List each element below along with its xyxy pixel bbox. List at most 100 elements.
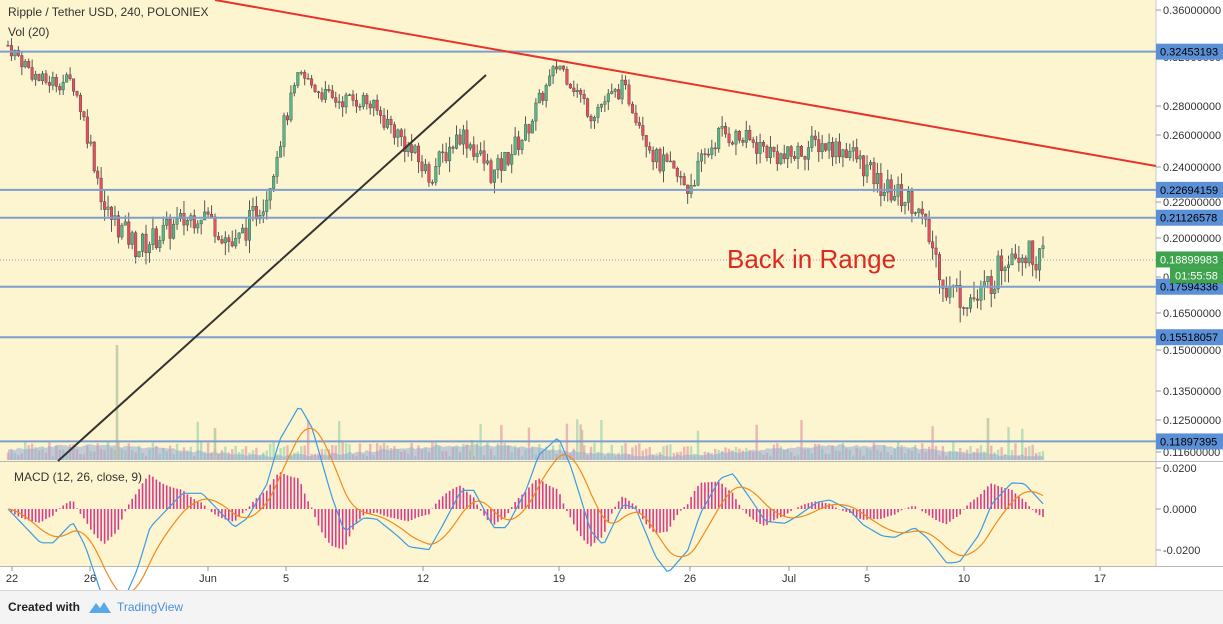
candle-body	[72, 79, 75, 91]
candle-body	[845, 150, 848, 158]
macd-histogram-bar	[231, 509, 233, 521]
macd-histogram-bar	[880, 509, 882, 519]
candle-body	[121, 225, 124, 237]
candle-body	[780, 154, 783, 164]
candle-body	[286, 116, 289, 120]
macd-histogram-bar	[49, 509, 51, 517]
macd-histogram-bar	[214, 509, 216, 515]
candle-body	[48, 82, 51, 85]
macd-histogram-bar	[425, 509, 427, 515]
candle-body	[648, 147, 651, 151]
candle-body	[359, 106, 362, 107]
macd-histogram-bar	[111, 509, 113, 537]
price-axis-background	[1156, 0, 1223, 590]
macd-histogram-bar	[290, 476, 292, 509]
back-in-range-annotation: Back in Range	[727, 244, 896, 274]
candle-body	[293, 85, 296, 93]
candle-body	[248, 210, 251, 240]
candle-body	[300, 72, 303, 73]
macd-histogram-bar	[107, 509, 109, 540]
macd-histogram-bar	[394, 509, 396, 518]
candle-body	[452, 147, 455, 148]
price-tick-label: 0.36000000	[1163, 5, 1221, 17]
price-tick-label: 0.15000000	[1163, 345, 1221, 357]
time-tick-label: Jun	[199, 573, 217, 585]
candle-body	[152, 229, 155, 245]
candle-body	[55, 77, 58, 86]
macd-histogram-bar	[318, 509, 320, 526]
macd-histogram-bar	[680, 509, 682, 511]
candle-body	[148, 245, 151, 253]
macd-histogram-bar	[297, 478, 299, 509]
candle-body	[93, 142, 96, 171]
candle-body	[824, 143, 827, 150]
macd-histogram-bar	[928, 509, 930, 515]
candle-body	[352, 95, 355, 101]
candle-body	[1042, 246, 1045, 249]
macd-histogram-bar	[407, 509, 409, 521]
candle-body	[793, 156, 796, 158]
macd-histogram-bar	[332, 509, 334, 546]
candle-body	[559, 66, 562, 69]
candle-body	[207, 212, 210, 214]
macd-histogram-bar	[859, 509, 861, 519]
time-tick-label: 12	[417, 573, 429, 585]
candle-body	[980, 287, 983, 300]
macd-histogram-bar	[307, 501, 309, 509]
macd-histogram-bar	[970, 502, 972, 509]
time-tick-label: 10	[958, 573, 970, 585]
macd-histogram-bar	[1035, 509, 1037, 513]
candle-body	[566, 69, 569, 84]
macd-histogram-bar	[746, 509, 748, 514]
macd-histogram-bar	[380, 509, 382, 514]
tradingview-logo-icon[interactable]	[88, 599, 112, 615]
candle-body	[776, 152, 779, 164]
macd-histogram-bar	[152, 477, 154, 509]
candle-body	[203, 212, 206, 220]
macd-histogram-bar	[587, 509, 589, 544]
macd-histogram-bar	[625, 498, 627, 509]
candle-body	[814, 136, 817, 140]
macd-histogram-bar	[921, 509, 923, 511]
macd-histogram-bar	[349, 509, 351, 536]
volume-label: Vol (20)	[8, 25, 49, 39]
candle-body	[766, 146, 769, 158]
tradingview-link[interactable]: TradingView	[117, 600, 183, 614]
candle-body	[134, 233, 137, 257]
macd-histogram-bar	[442, 496, 444, 509]
macd-histogram-bar	[145, 479, 147, 509]
macd-histogram-bar	[566, 509, 568, 511]
candle-body	[531, 121, 534, 133]
macd-histogram-bar	[611, 509, 613, 514]
candle-body	[414, 146, 417, 153]
macd-histogram-bar	[977, 497, 979, 509]
macd-histogram-bar	[128, 504, 130, 509]
macd-histogram-bar	[594, 509, 596, 543]
candle-body	[624, 80, 627, 85]
macd-histogram-bar	[35, 509, 37, 522]
macd-histogram-bar	[62, 505, 64, 509]
macd-histogram-bar	[1042, 509, 1044, 517]
macd-histogram-bar	[677, 509, 679, 515]
macd-histogram-bar	[445, 493, 447, 509]
macd-histogram-bar	[31, 509, 33, 521]
candle-body	[676, 168, 679, 176]
macd-histogram-bar	[190, 497, 192, 509]
macd-histogram-bar	[69, 501, 71, 509]
macd-tick-label: 0.0200	[1163, 463, 1197, 475]
candle-body	[600, 104, 603, 107]
candle-body	[369, 104, 372, 108]
candle-body	[583, 94, 586, 98]
macd-histogram-bar	[66, 503, 68, 509]
candle-body	[597, 107, 600, 117]
macd-histogram-bar	[287, 475, 289, 509]
candle-body	[117, 216, 120, 237]
candle-body	[1014, 254, 1017, 258]
candle-body	[842, 150, 845, 157]
current-price-label: 0.18899983	[1160, 254, 1218, 266]
macd-histogram-bar	[570, 509, 572, 517]
candle-body	[231, 242, 234, 246]
candle-body	[586, 99, 589, 117]
candle-body	[555, 67, 558, 69]
macd-histogram-bar	[242, 509, 244, 513]
